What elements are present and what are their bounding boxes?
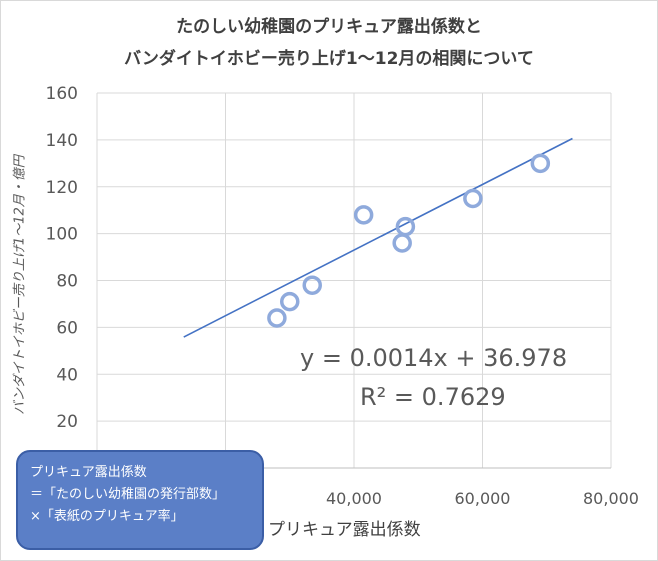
data-point: [353, 205, 374, 225]
y-tick-label: 120: [46, 178, 78, 198]
data-point: [302, 275, 322, 295]
data-point: [280, 291, 300, 312]
y-tick-label: 20: [56, 412, 78, 432]
callout-line-1: プリキュア露出係数: [30, 465, 147, 480]
x-axis-label: プリキュア露出係数: [268, 520, 421, 540]
callout-line-2: ＝「たのしい幼稚園の発行部数」: [30, 487, 226, 502]
y-axis-label: バンダイトイホビー売り上げ1～12月・億円: [12, 155, 28, 415]
x-tick-label: 80,000: [583, 489, 639, 508]
chart-title-line-1: たのしい幼稚園のプリキュア露出係数と: [176, 17, 482, 37]
x-tick-label: 60,000: [455, 489, 511, 508]
data-point: [392, 233, 412, 253]
trendline-layer: [183, 137, 573, 338]
r-squared-label: R² = 0.7629: [360, 383, 506, 411]
y-tick-label: 40: [56, 365, 78, 385]
y-tick-label: 140: [46, 131, 78, 151]
data-point: [267, 308, 287, 328]
data-point: [395, 216, 416, 237]
gridlines: [96, 92, 612, 469]
trendline: [183, 137, 573, 338]
x-tick-label: 40,000: [326, 489, 382, 508]
definition-callout: プリキュア露出係数 ＝「たのしい幼稚園の発行部数」 ×「表紙のプリキュア率」: [16, 450, 264, 550]
data-point: [530, 153, 551, 174]
callout-line-3: ×「表紙のプリキュア率」: [30, 509, 184, 524]
y-tick-label: 60: [56, 318, 78, 338]
chart-title-line-2: バンダイトイホビー売り上げ1～12月の相関について: [124, 49, 534, 69]
y-tick-label: 100: [46, 225, 78, 245]
data-points: [267, 153, 551, 328]
y-tick-labels: 20 40 60 80 100 120 140 160: [46, 84, 78, 432]
y-tick-label: 160: [46, 84, 78, 104]
trendline-equation: y = 0.0014x + 36.978: [300, 344, 568, 372]
data-point: [463, 188, 483, 209]
y-tick-label: 80: [56, 272, 78, 292]
